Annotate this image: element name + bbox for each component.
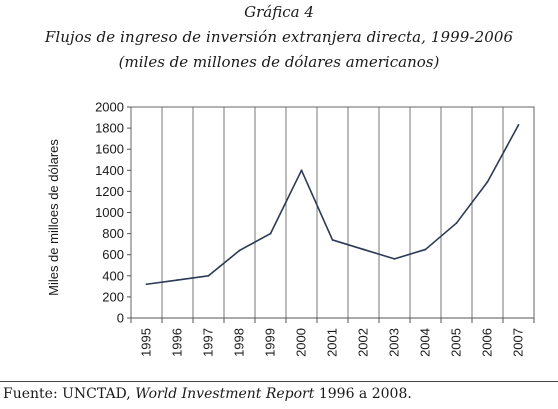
y-tick-label: 1600 [95, 142, 124, 157]
series-line [146, 124, 520, 286]
y-axis-label: Miles de milloes de dólares [46, 139, 61, 296]
axis-layer [127, 106, 535, 323]
x-tick-label: 2006 [480, 328, 495, 357]
data-point [269, 232, 272, 235]
grid-layer [130, 106, 535, 319]
data-point [517, 124, 520, 126]
data-point [331, 239, 334, 241]
y-tick-label: 400 [102, 268, 124, 283]
x-tick-label: 1998 [232, 328, 247, 357]
y-tick-label: 2000 [95, 100, 124, 115]
x-tick-label: 1999 [263, 328, 278, 357]
y-tick-label: 1000 [95, 205, 124, 220]
y-tick-label: 1200 [95, 184, 124, 199]
y-tick-label: 1800 [95, 121, 124, 136]
source-report-title: World Investment Report [135, 386, 315, 402]
figure-label: Gráfica 4 [244, 3, 314, 21]
x-tick-label: 2007 [511, 328, 526, 357]
x-tick-label: 2003 [387, 328, 402, 357]
source-prefix: Fuente: UNCTAD, [3, 386, 136, 402]
data-point [238, 249, 241, 252]
data-point [300, 169, 303, 172]
y-tick-label: 800 [102, 226, 124, 241]
y-tick-label: 0 [117, 311, 124, 326]
tick-label-layer: 0 200 400 600 800 1000 1200 1400 1600 1800 2000 199… [95, 100, 525, 357]
x-tick-label: 2001 [325, 328, 340, 357]
data-point [362, 248, 365, 251]
x-tick-label: 2005 [449, 328, 464, 357]
data-point [393, 258, 396, 260]
figure-title: Flujos de ingreso de inversión extranjer… [44, 28, 514, 46]
y-tick-label: 600 [102, 247, 124, 262]
y-tick-label: 1400 [95, 163, 124, 178]
data-point [207, 274, 210, 277]
source-divider [0, 381, 558, 382]
source-suffix: 1996 a 2008. [314, 386, 412, 402]
x-tick-label: 1995 [139, 328, 154, 357]
x-tick-label: 2000 [294, 328, 309, 357]
plot-frame [130, 106, 535, 319]
line-chart: 0 200 400 600 800 1000 1200 1400 1600 1800 2000 199… [46, 100, 535, 357]
source-note: Fuente: UNCTAD, World Investment Report … [3, 386, 412, 402]
data-point [176, 279, 179, 281]
x-tick-label: 1997 [201, 328, 216, 357]
data-point [145, 283, 148, 286]
data-point [455, 222, 458, 224]
data-point [424, 248, 427, 251]
series-layer [145, 124, 520, 286]
figure-subtitle: (miles de millones de dólares americanos… [118, 53, 440, 71]
x-tick-label: 2002 [356, 328, 371, 357]
x-tick-label: 2004 [418, 328, 433, 357]
x-tick-label: 1996 [170, 328, 185, 357]
y-tick-label: 200 [102, 289, 124, 304]
data-point [486, 181, 489, 183]
